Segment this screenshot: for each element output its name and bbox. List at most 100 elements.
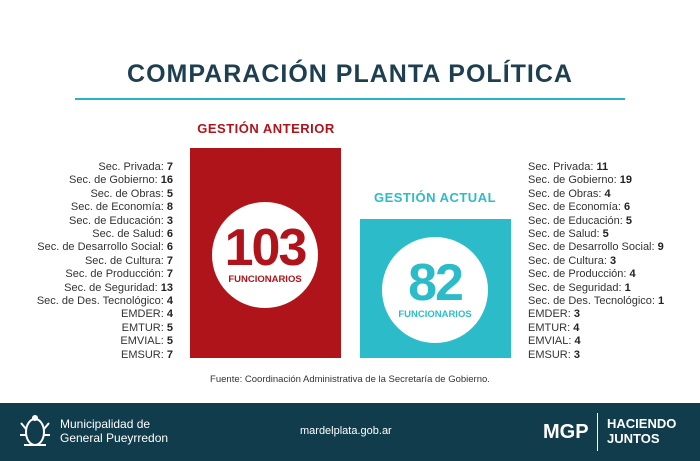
item-label: Sec. Privada: [98,161,164,173]
brand-logo: MGP [543,421,589,443]
list-item: Sec. de Obras: 4 [528,188,664,201]
actual-box: 82 FUNCIONARIOS [360,219,511,358]
item-value: 5 [166,187,173,200]
item-value: 6 [166,241,173,254]
org-name-line1: Municipalidad de [60,417,151,431]
item-label: Sec. de Desarrollo Social: [528,241,655,254]
item-label: Sec. de Producción: [65,268,164,281]
list-item: EMDER: 4 [37,308,173,321]
item-value: 13 [160,281,173,294]
item-value: 7 [166,348,173,361]
item-label: Sec. Privada: [528,161,594,173]
anterior-list: Sec. Privada: 7 Sec. de Gobierno: 16 Sec. … [37,161,173,362]
slogan-line1: HACIENDO [607,416,677,431]
list-item: Sec. de Educación: 3 [37,215,173,228]
list-item: EMTUR: 4 [528,322,664,335]
item-label: Sec. de Producción: [528,268,627,281]
item-label: Sec. de Obras: [90,187,164,200]
item-label: Sec. de Seguridad: [64,281,158,294]
list-item: Sec. de Seguridad: 1 [528,282,664,295]
list-item: EMSUR: 3 [528,349,664,362]
item-value: 4 [604,187,611,200]
list-item: Sec. de Salud: 5 [528,228,664,241]
anterior-circle: 103 FUNCIONARIOS [212,202,318,308]
list-item: Sec. de Des. Tecnológico: 1 [528,295,664,308]
item-value: 19 [619,174,632,187]
item-value: 7 [166,268,173,281]
list-item: Sec. de Salud: 6 [37,228,173,241]
item-value: 4 [166,308,173,321]
item-label: EMDER: [121,308,164,321]
website-link[interactable]: mardelplata.gob.ar [300,425,392,437]
list-item: EMVIAL: 5 [37,335,173,348]
item-label: EMVIAL: [528,335,572,348]
anterior-total: 103 [224,219,308,277]
item-label: Sec. de Economía: [70,201,164,214]
title-divider [75,98,625,100]
item-value: 4 [629,268,636,281]
item-value: 3 [609,254,617,267]
list-item: Sec. de Seguridad: 13 [37,282,173,295]
item-label: EMVIAL: [120,335,164,348]
item-label: Sec. de Educación: [528,214,623,227]
actual-total: 82 [408,254,464,312]
list-item: Sec. de Desarrollo Social: 6 [37,241,173,254]
list-item: Sec. de Educación: 5 [528,215,664,228]
item-label: Sec. de Educación: [69,214,164,227]
list-item: Sec. de Cultura: 7 [37,255,173,268]
item-value: 11 [596,161,609,173]
anterior-heading: GESTIÓN ANTERIOR [197,121,335,136]
item-label: EMTUR: [121,321,164,334]
list-item: Sec. de Desarrollo Social: 9 [528,241,664,254]
list-item: Sec. de Cultura: 3 [528,255,664,268]
item-value: 8 [166,201,173,214]
item-value: 3 [166,214,173,227]
item-label: Sec. de Des. Tecnológico: [528,295,655,308]
item-label: EMSUR: [121,348,164,361]
coat-of-arms-icon [20,415,50,446]
item-label: Sec. de Gobierno: [528,174,617,187]
item-value: 3 [573,308,580,321]
list-item: Sec. de Gobierno: 16 [37,174,173,187]
item-label: Sec. de Salud: [528,228,600,241]
item-value: 3 [573,348,580,361]
item-label: Sec. de Seguridad: [528,281,622,294]
actual-heading: GESTIÓN ACTUAL [373,190,497,205]
brand-divider [597,413,598,451]
anterior-box: 103 FUNCIONARIOS [190,148,341,358]
org-name-line2: General Pueyrredon [60,431,169,445]
item-value: 5 [625,214,632,227]
list-item: Sec. de Obras: 5 [37,188,173,201]
source-note: Fuente: Coordinación Administrativa de l… [210,374,490,385]
list-item: EMDER: 3 [528,308,664,321]
list-item: Sec. de Des. Tecnológico: 4 [37,295,173,308]
list-item: Sec. de Economía: 6 [528,201,664,214]
slogan-line2: JUNTOS [607,431,660,446]
page-title: COMPARACIÓN PLANTA POLÍTICA [127,60,573,88]
list-item: Sec. de Producción: 7 [37,268,173,281]
actual-circle: 82 FUNCIONARIOS [382,237,488,343]
list-item: Sec. de Economía: 8 [37,201,173,214]
item-value: 1 [658,295,665,308]
item-value: 6 [624,201,631,214]
item-value: 5 [166,335,173,348]
list-item: EMTUR: 5 [37,322,173,335]
list-item: EMVIAL: 4 [528,335,664,348]
item-label: Sec. de Obras: [528,187,602,200]
footer: Municipalidad de General Pueyrredon mard… [0,403,700,461]
list-item: Sec. Privada: 7 [37,161,173,174]
actual-unit: FUNCIONARIOS [398,309,472,320]
item-value: 5 [166,321,173,334]
item-label: Sec. de Gobierno: [69,174,158,187]
item-value: 16 [160,174,173,187]
item-label: Sec. de Economía: [528,201,621,214]
actual-list: Sec. Privada: 11 Sec. de Gobierno: 19 Sec.… [528,161,664,362]
item-value: 4 [573,321,580,334]
item-value: 4 [574,335,581,348]
anterior-unit: FUNCIONARIOS [228,274,302,285]
item-value: 7 [166,254,173,267]
list-item: Sec. de Gobierno: 19 [528,174,664,187]
item-label: Sec. de Desarrollo Social: [37,241,164,254]
item-value: 4 [166,295,173,308]
list-item: Sec. de Producción: 4 [528,268,664,281]
